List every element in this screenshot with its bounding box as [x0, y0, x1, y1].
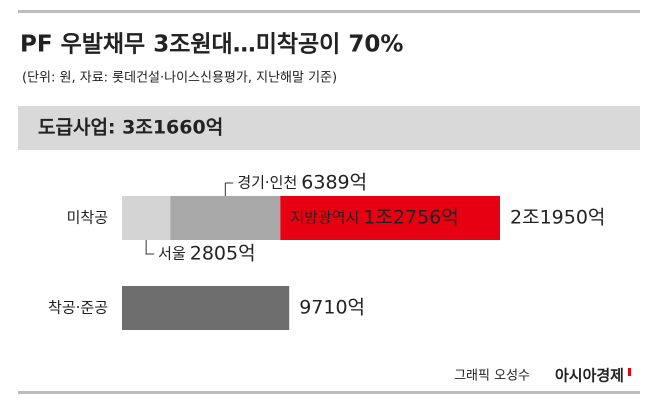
- brand-mark: [628, 368, 631, 376]
- category-label: 미착공: [67, 209, 108, 227]
- bar-segment: [280, 196, 500, 240]
- value-label: 2805억: [190, 243, 256, 265]
- header-text: 도급사업: 3조1660억: [38, 117, 223, 139]
- bar-segment: [122, 196, 171, 240]
- segment-name: 경기·인천: [237, 174, 297, 192]
- bar-segment: [122, 286, 290, 330]
- header-band: [18, 106, 640, 150]
- chart-title: PF 우발채무 3조원대…미착공이 70%: [20, 32, 403, 58]
- category-label: 착공·준공: [48, 299, 108, 317]
- bar-segment: [170, 196, 281, 240]
- leader-line: [145, 240, 155, 255]
- chart-subtitle: (단위: 원, 자료: 롯데건설·나이스신용평가, 지난해말 기준): [22, 71, 337, 86]
- total-label: 2조1950억: [510, 207, 605, 229]
- bottom-rule: [18, 391, 640, 394]
- leader-line: [224, 182, 234, 196]
- segment-name: 지방광역시: [290, 209, 359, 227]
- value-label: 9710억: [299, 297, 365, 319]
- segment-name: 서울: [158, 245, 186, 263]
- value-label: 6389억: [301, 172, 367, 194]
- value-label: 1조2756억: [363, 207, 458, 229]
- credit: 그래픽 오성수: [454, 369, 530, 384]
- brand: 아시아경제: [555, 367, 624, 385]
- top-rule: [18, 10, 640, 13]
